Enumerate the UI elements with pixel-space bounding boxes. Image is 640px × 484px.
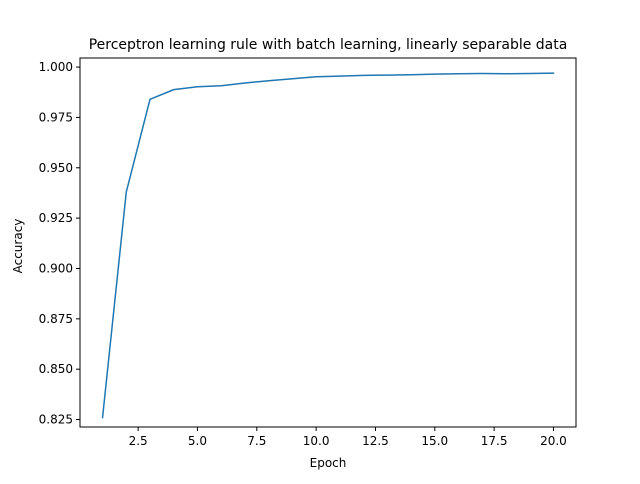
y-tick-label: 0.825: [39, 413, 73, 427]
x-tick-label: 10.0: [303, 434, 330, 448]
x-axis-label: Epoch: [310, 456, 347, 470]
y-tick-label: 0.925: [39, 211, 73, 225]
y-tick-label: 0.875: [39, 312, 73, 326]
chart-title: Perceptron learning rule with batch lear…: [89, 37, 568, 53]
x-tick-label: 7.5: [247, 434, 266, 448]
y-tick-label: 1.000: [39, 60, 73, 74]
x-tick-label: 15.0: [421, 434, 448, 448]
x-tick-label: 12.5: [362, 434, 389, 448]
y-tick-label: 0.900: [39, 261, 73, 275]
y-axis-label: Accuracy: [11, 219, 25, 274]
x-tick-label: 2.5: [129, 434, 148, 448]
y-tick-label: 0.950: [39, 161, 73, 175]
series-line-1: [101, 72, 555, 419]
plot-frame: [79, 57, 577, 428]
x-tick-label: 17.5: [481, 434, 508, 448]
y-tick-label: 0.975: [39, 110, 73, 124]
plot-area: 2.5 5.0 7.5 10.0 12.5 15.0 17.5 20.0 0.825 0.850 0…: [39, 57, 577, 448]
x-tick-label: 20.0: [540, 434, 567, 448]
x-tick-label: 5.0: [188, 434, 207, 448]
y-tick-label: 0.850: [39, 362, 73, 376]
